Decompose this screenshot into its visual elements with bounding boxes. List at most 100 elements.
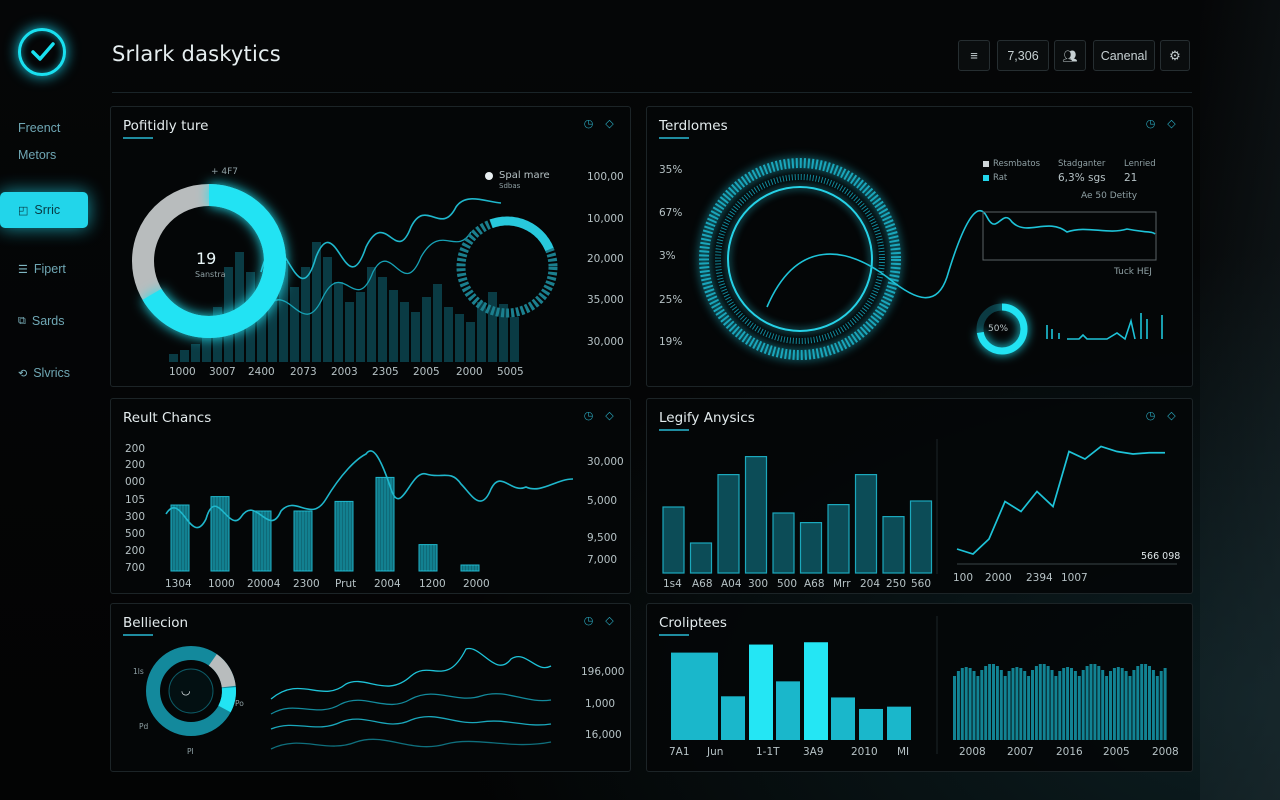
bg-bar [400, 302, 409, 362]
line-series-d [270, 738, 552, 750]
sidebar-item-fipert[interactable]: ☰ Fipert [0, 251, 88, 287]
cancel-button[interactable]: Canenal [1093, 40, 1155, 71]
bg-bar [378, 277, 387, 362]
dense-bar [999, 670, 1003, 740]
y-tick: 9,500 [587, 532, 618, 544]
legend-item: Rat [993, 173, 1008, 183]
sidebar-item-sards[interactable]: ⧉ Sards [0, 303, 88, 339]
clock-icon[interactable]: ◷ [1145, 410, 1156, 422]
x-tick: Jun [707, 746, 724, 758]
dense-bar [988, 664, 992, 740]
dense-bar [1089, 664, 1093, 740]
dense-bar [1109, 671, 1112, 740]
y-tick: 200 [125, 459, 146, 471]
dense-bar [1046, 666, 1050, 740]
sidebar-item-label: Fipert [33, 262, 66, 276]
x-tick: 1007 [1061, 572, 1088, 584]
line-series-c [270, 716, 552, 730]
bg-bar [356, 292, 365, 362]
legend-swatch [983, 161, 989, 167]
x-tick: 2008 [959, 746, 986, 758]
bg-bar [268, 277, 277, 362]
bg-bar [488, 292, 497, 362]
dense-bar [1148, 666, 1151, 740]
dense-bar [1101, 670, 1105, 740]
x-tick: A04 [721, 578, 742, 590]
x-tick: 2010 [851, 746, 878, 758]
sidebar-item-metors[interactable]: Metors [0, 137, 88, 173]
title-underline [659, 137, 689, 139]
dense-bar [1019, 668, 1023, 740]
donut-value: 19 [196, 249, 217, 268]
clock-icon[interactable]: ◷ [1145, 118, 1156, 130]
panel-croliptees: Croliptees 7A1 Jun 1-1T 3A9 2010 MI 2008… [646, 603, 1193, 772]
chart-area [132, 172, 558, 362]
dense-bar [1050, 670, 1054, 740]
y-tick: 35,000 [587, 294, 624, 306]
bar [854, 473, 878, 574]
dense-bar [1042, 664, 1046, 740]
donut-core [168, 668, 214, 714]
y-tick: 3% [659, 250, 676, 262]
x-tick: Prut [335, 578, 357, 590]
dense-bar [1066, 667, 1070, 740]
diamond-icon[interactable]: ◇ [1167, 410, 1176, 422]
menu-button[interactable]: ≡ [958, 40, 990, 71]
legend-head: Lenried [1124, 159, 1156, 169]
panel-reult-chancs: Reult Chancs ◷ ◇ 200 200 000 105 300 500… [110, 398, 631, 594]
y-tick: 200 [125, 545, 146, 557]
settings-button[interactable]: ⚙ [1160, 40, 1190, 71]
sidebar-item-label: Slvrics [33, 366, 71, 380]
dense-bar [953, 676, 956, 740]
diamond-icon[interactable]: ◇ [605, 410, 614, 422]
bar [662, 506, 685, 574]
title-underline [123, 137, 153, 139]
dense-bar-series [953, 664, 1167, 740]
check-circle-icon[interactable] [18, 28, 66, 76]
dense-bar [972, 671, 976, 740]
menu-icon: ≡ [970, 48, 978, 63]
y-tick: 20,000 [587, 253, 624, 265]
bg-bar [180, 350, 189, 362]
legend-dot [485, 172, 493, 180]
count-value: 7,306 [1007, 48, 1039, 63]
clock-icon[interactable]: ◷ [583, 410, 594, 422]
diamond-icon[interactable]: ◇ [605, 118, 614, 130]
bg-bar [499, 304, 508, 362]
sidebar-item-freenct[interactable]: Freenct [0, 110, 88, 146]
sidebar-item-slvrics[interactable]: ⟲ Slvrics [0, 355, 88, 391]
chart-area [671, 616, 1167, 754]
dense-bar [976, 676, 980, 740]
ring-outer [699, 158, 901, 360]
bg-bar [312, 242, 321, 362]
bg-bar [257, 292, 266, 362]
bg-bar [444, 307, 453, 362]
bar [744, 455, 768, 574]
sidebar-item-label: Freenct [18, 121, 61, 135]
diamond-icon[interactable]: ◇ [1167, 118, 1176, 130]
x-tick: 2400 [248, 366, 275, 378]
y-tick: 30,000 [587, 456, 624, 468]
count-button[interactable]: 7,306 [997, 40, 1049, 71]
sidebar-item-srric[interactable]: ◰ Srric [0, 192, 88, 228]
diamond-icon[interactable]: ◇ [605, 615, 614, 627]
x-tick: A68 [804, 578, 825, 590]
clock-icon[interactable]: ◷ [583, 118, 594, 130]
legend-sub: Sdbas [499, 182, 521, 190]
legend-head: Stadganter [1058, 159, 1106, 169]
users-button[interactable]: 👥︎ [1054, 40, 1086, 71]
line-series [956, 445, 1177, 565]
bar [689, 542, 713, 574]
bg-bar [455, 314, 464, 362]
clock-icon[interactable]: ◷ [583, 615, 594, 627]
panel-actions: ◷ ◇ [582, 410, 616, 423]
legend-label: Spal mare [499, 170, 550, 181]
x-tick: MI [897, 746, 910, 758]
bg-bar [345, 302, 354, 362]
dense-bar [1073, 671, 1077, 740]
line-series-a [270, 648, 552, 700]
y-tick: 200 [125, 443, 146, 455]
value-note: 566 098 [1141, 551, 1181, 562]
ring-gauge-value: 50% [988, 324, 1009, 334]
donut-segment-cyan [146, 646, 236, 736]
